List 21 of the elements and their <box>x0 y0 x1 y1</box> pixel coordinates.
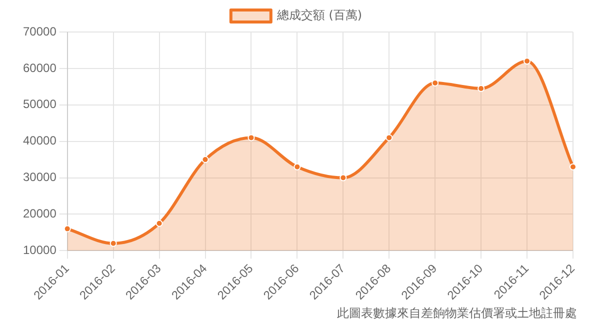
point <box>386 134 393 142</box>
point <box>156 220 163 227</box>
legend-label: 總成交額 (百萬) <box>276 8 362 22</box>
point <box>248 134 255 142</box>
text: 此圖表數據來自差餉物業估價署或土地註冊處 <box>337 306 577 320</box>
y-tick-label: 70000 <box>22 24 57 38</box>
point <box>340 174 347 182</box>
y-tick-label: 10000 <box>22 242 57 257</box>
point <box>294 163 301 170</box>
y-tick-label: 30000 <box>22 170 57 184</box>
point <box>202 156 209 164</box>
y-tick-label: 40000 <box>22 134 57 148</box>
point <box>110 240 117 247</box>
point <box>570 163 576 170</box>
point <box>432 80 439 87</box>
y-tick-label: 50000 <box>22 97 57 112</box>
y-tick-label: 20000 <box>22 206 57 221</box>
point <box>524 58 531 65</box>
point <box>64 225 71 232</box>
y-tick-label: 60000 <box>22 60 57 75</box>
point <box>478 84 485 92</box>
